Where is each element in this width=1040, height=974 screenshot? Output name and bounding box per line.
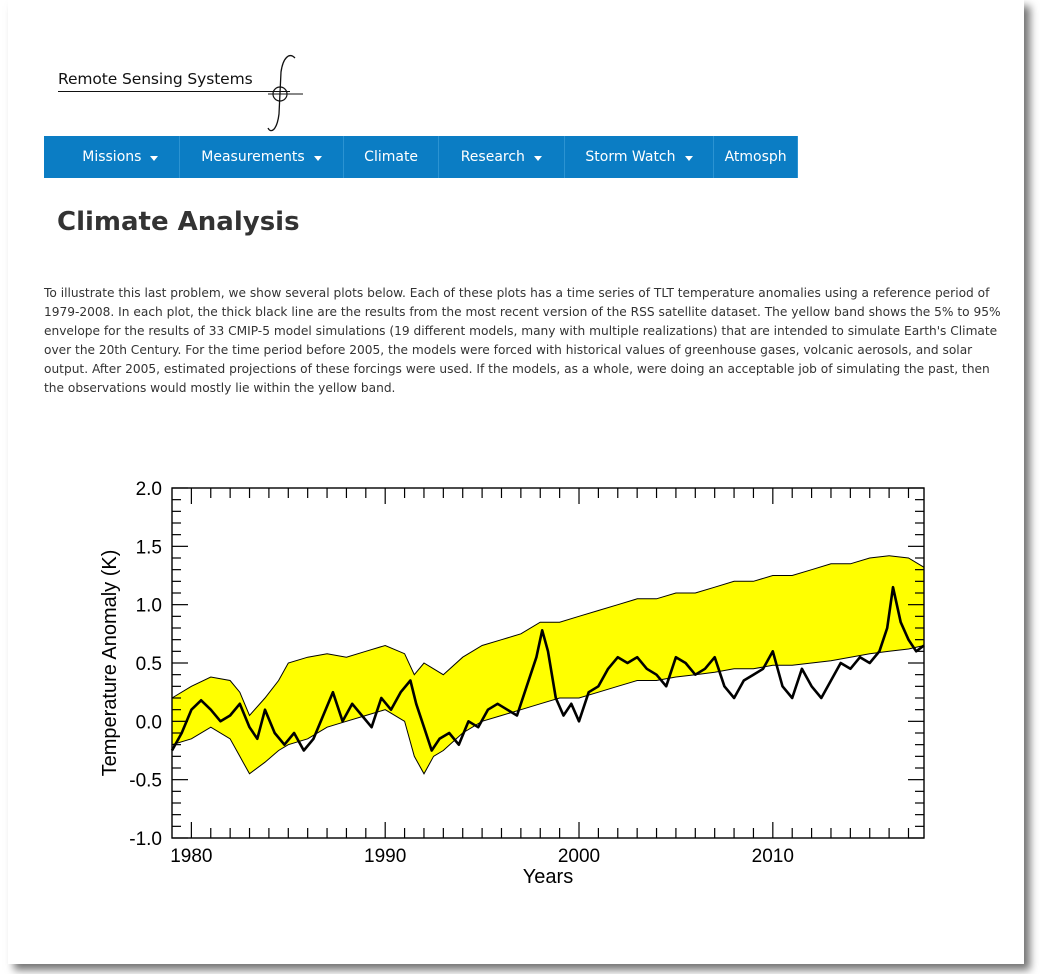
nav-item-label: Research (460, 149, 525, 165)
nav-item-label: Climate (364, 149, 419, 165)
rss-observation-line-0 (170, 585, 925, 752)
temperature-anomaly-chart: 1980 1990 2000 2010 2.0 1.5 1.0 0.5 0.0 -0.5 -1.0 Y… (99, 479, 925, 888)
logo-underline (58, 91, 290, 92)
nav-item-measurements[interactable]: Measurements (180, 136, 345, 178)
y-tick-label: 0.5 (136, 654, 162, 675)
intro-paragraph: To illustrate this last problem, we show… (44, 286, 1001, 395)
main-navbar: Missions Measurements Climate Research Storm… (44, 136, 798, 178)
nav-item-research[interactable]: Research (439, 136, 565, 178)
y-tick-label: -1.0 (129, 829, 162, 850)
nav-item-missions[interactable]: Missions (44, 136, 180, 178)
y-tick-label: 1.5 (136, 537, 162, 558)
page-title: Climate Analysis (57, 207, 300, 237)
x-tick-label: 1980 (170, 846, 212, 867)
rss-logo[interactable]: Remote Sensing Systems (58, 48, 318, 138)
y-tick-label: 1.0 (136, 596, 162, 617)
nav-item-label: Atmosph (724, 149, 787, 165)
y-axis-label: Temperature Anomaly (K) (99, 550, 121, 777)
caret-down-icon (533, 155, 542, 161)
page-card: Remote Sensing Systems Missions Measureme… (8, 0, 1024, 964)
nav-item-atmosph[interactable]: Atmosph (714, 136, 798, 178)
nav-item-storm-watch[interactable]: Storm Watch (565, 136, 715, 178)
y-tick-label: 2.0 (136, 479, 162, 500)
x-axis-label: Years (523, 866, 573, 888)
y-tick-label: 0.0 (136, 712, 162, 733)
caret-down-icon (313, 155, 322, 161)
x-tick-label: 2010 (752, 846, 794, 867)
x-tick-label: 1990 (364, 846, 406, 867)
y-tick-label: -0.5 (129, 771, 162, 792)
x-tick-label: 2000 (558, 846, 600, 867)
caret-down-icon (684, 155, 693, 161)
nav-item-label: Measurements (201, 149, 305, 165)
nav-item-label: Missions (82, 149, 142, 165)
caret-down-icon (150, 155, 159, 161)
integral-symbol-icon (267, 55, 303, 132)
nav-item-label: Storm Watch (585, 149, 676, 165)
logo-text: Remote Sensing Systems (58, 70, 253, 88)
model-envelope-band (171, 555, 925, 775)
nav-item-climate[interactable]: Climate (344, 136, 439, 178)
